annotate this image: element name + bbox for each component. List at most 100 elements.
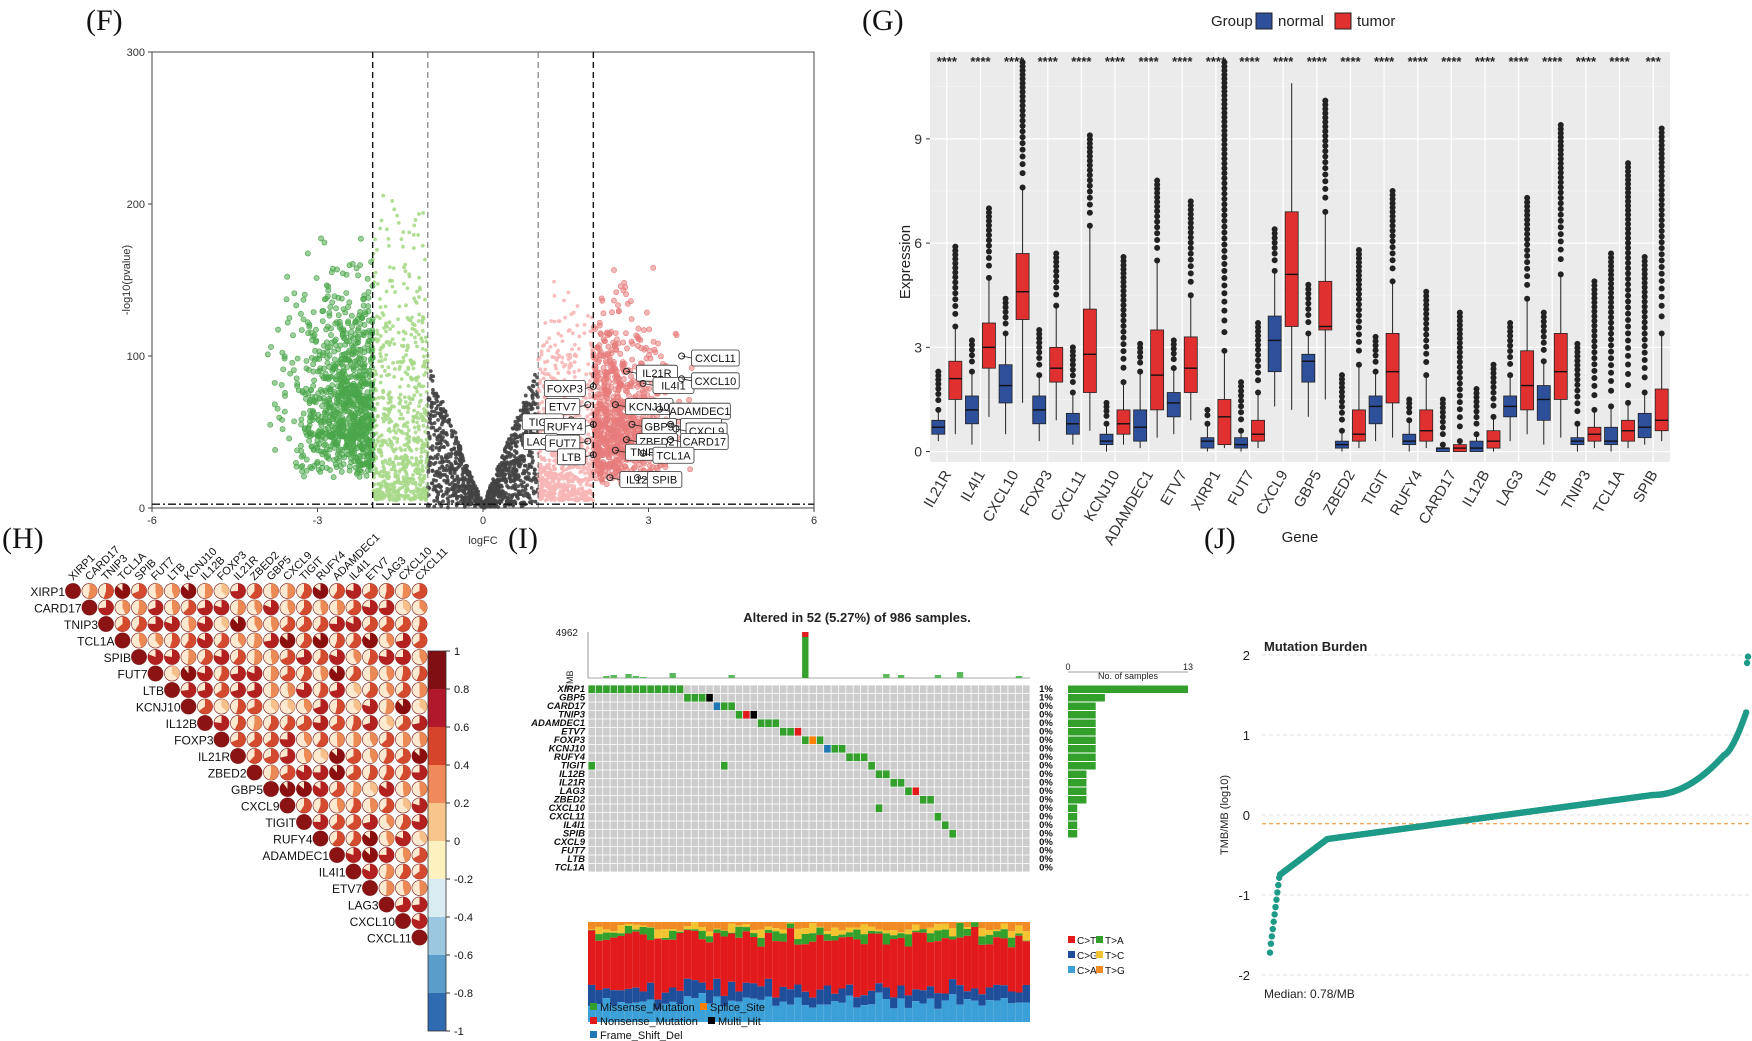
volcano-point-down-weak: [401, 359, 406, 363]
volcano-point-down-weak: [405, 476, 409, 480]
volcano-point-ns: [527, 462, 532, 467]
boxplot-outlier-tumor: [1120, 322, 1127, 329]
volcano-point-up-weak: [576, 346, 581, 351]
volcano-point-down-weak: [401, 230, 406, 235]
volcano-point-up-weak: [556, 371, 561, 376]
boxplot-outlier-normal: [1338, 416, 1345, 423]
volcano-point-ns: [430, 468, 435, 473]
boxplot-box-normal: [1133, 409, 1148, 442]
volcano-point-up-strong: [593, 475, 600, 482]
boxplot-outlier-normal: [1103, 399, 1110, 406]
volcano-point-down-weak: [415, 389, 420, 394]
boxplot-box-tumor: [982, 322, 996, 369]
volcano-point-down-weak: [405, 343, 410, 348]
volcano-point-down-weak: [381, 461, 385, 466]
volcano-point-down-weak: [380, 364, 385, 369]
boxplot-outlier-tumor: [1490, 395, 1497, 402]
volcano-point-down-strong: [334, 451, 341, 457]
volcano-point-ns: [528, 387, 533, 392]
boxplot-box-tumor: [1049, 346, 1064, 383]
volcano-point-down-weak: [396, 317, 400, 322]
volcano-point-up-strong: [595, 439, 601, 446]
volcano-point-ns: [449, 461, 453, 466]
boxplot-outlier-tumor: [1221, 212, 1228, 219]
volcano-point-up-weak: [584, 372, 589, 377]
volcano-point-up-strong: [603, 413, 610, 420]
boxplot-outlier-tumor: [1490, 413, 1497, 420]
volcano-point-down-strong: [310, 382, 317, 389]
volcano-point-up-weak: [545, 472, 550, 476]
boxplot-outlier-normal: [1305, 319, 1312, 326]
volcano-point-up-strong: [611, 297, 617, 304]
boxplot-outlier-normal: [1204, 406, 1211, 413]
volcano-point-down-weak: [388, 487, 393, 492]
boxplot-outlier-normal: [1238, 416, 1245, 423]
volcano-point-down-strong: [328, 332, 334, 338]
volcano-point-down-weak: [410, 496, 415, 501]
volcano-point-up-strong: [610, 394, 617, 400]
volcano-point-down-strong: [366, 404, 373, 410]
volcano-point-ns: [445, 442, 450, 447]
volcano-y-tick-label: 100: [127, 351, 145, 363]
boxplot-outlier-tumor: [1221, 254, 1228, 261]
boxplot-outlier-tumor: [1490, 361, 1497, 368]
volcano-point-up-weak: [537, 488, 542, 493]
volcano-point-up-weak: [551, 479, 556, 484]
volcano-point-down-weak: [401, 475, 406, 480]
boxplot-outlier-normal: [968, 337, 975, 344]
volcano-point-up-strong: [630, 378, 637, 385]
volcano-gene-label: CXCL10: [695, 376, 737, 388]
volcano-point-down-weak: [390, 284, 395, 289]
volcano-point-ns: [500, 454, 505, 458]
volcano-point-down-strong: [363, 409, 370, 416]
volcano-point-down-weak: [423, 257, 427, 262]
boxplot-box-normal: [1234, 437, 1248, 449]
boxplot-outlier-normal: [1473, 414, 1480, 421]
volcano-point-ns: [447, 467, 452, 472]
boxplot-outlier-tumor: [1221, 290, 1228, 297]
volcano-point-down-strong: [327, 388, 334, 394]
volcano-point-ns: [510, 471, 515, 475]
volcano-point-ns: [438, 445, 443, 450]
volcano-point-ns: [504, 479, 509, 484]
volcano-point-up-weak: [539, 483, 544, 488]
volcano-point-down-strong: [326, 446, 333, 453]
volcano-point-down-strong: [333, 400, 340, 406]
volcano-point-down-weak: [375, 331, 380, 336]
boxplot-outlier-normal: [1439, 396, 1446, 403]
volcano-point-up-strong: [622, 284, 629, 291]
boxplot-outlier-normal: [1406, 396, 1413, 403]
volcano-point-up-weak: [540, 477, 545, 482]
volcano-point-ns: [479, 503, 484, 508]
volcano-point-down-strong: [342, 356, 349, 363]
boxplot-outlier-tumor: [985, 248, 992, 255]
boxplot-outlier-tumor: [1456, 309, 1463, 316]
boxplot-outlier-tumor: [1187, 250, 1194, 257]
volcano-point-up-weak: [550, 454, 555, 458]
volcano-point-down-weak: [414, 456, 419, 461]
volcano-point-ns: [428, 463, 432, 468]
volcano-point-down-strong: [355, 315, 361, 322]
boxplot-outlier-tumor: [952, 290, 959, 297]
volcano-point-ns: [431, 425, 436, 430]
volcano-point-up-weak: [543, 360, 547, 365]
volcano-point-ns: [531, 384, 536, 389]
volcano-point-down-weak: [399, 448, 404, 453]
volcano-point-down-weak: [389, 440, 393, 444]
volcano-point-down-weak: [417, 468, 422, 473]
volcano-point-down-weak: [390, 324, 395, 329]
volcano-point-down-strong: [310, 333, 317, 340]
volcano-point-up-strong: [606, 378, 613, 385]
boxplot-outlier-tumor: [1187, 245, 1194, 252]
boxplot-x-tick-label: CXCL9: [1253, 468, 1292, 518]
volcano-point-up-strong: [625, 430, 632, 437]
volcano-point-down-weak: [386, 365, 391, 370]
volcano-point-ns: [491, 479, 496, 484]
volcano-point-down-strong: [323, 339, 330, 346]
volcano-point-down-weak: [404, 303, 408, 308]
volcano-point-down-weak: [388, 399, 393, 404]
volcano-point-down-strong: [342, 341, 349, 348]
volcano-point-ns: [436, 490, 441, 495]
volcano-point-ns: [512, 478, 516, 483]
volcano-point-ns: [431, 374, 436, 379]
